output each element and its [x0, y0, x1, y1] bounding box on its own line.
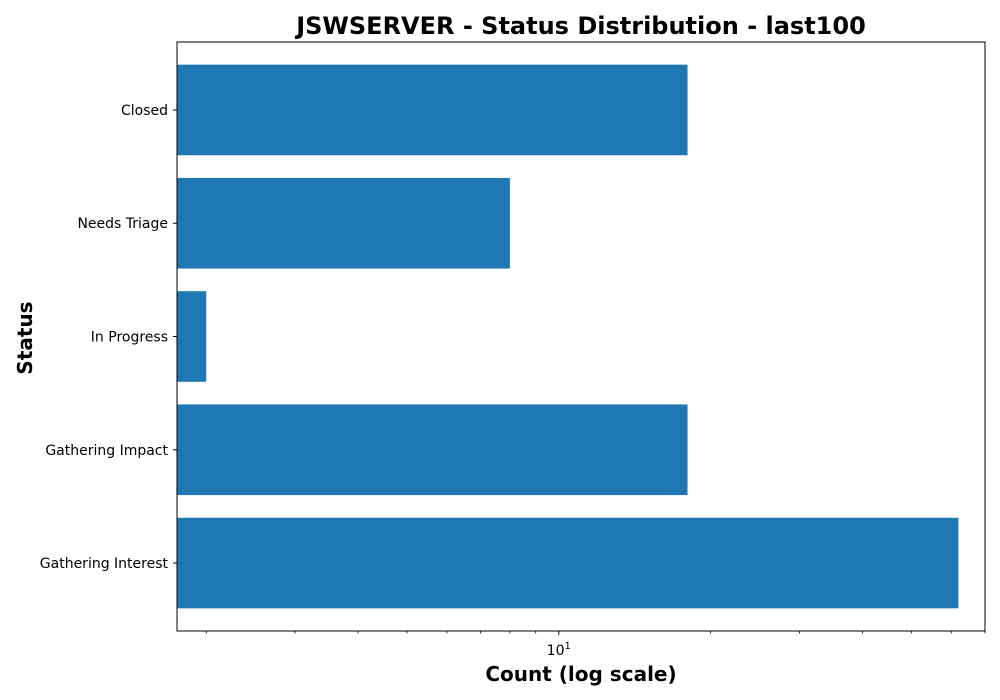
x-axis-label: Count (log scale) — [485, 662, 676, 686]
chart-title: JSWSERVER - Status Distribution - last10… — [294, 12, 866, 40]
y-tick-label: Gathering Impact — [45, 443, 168, 459]
y-axis-label: Status — [13, 301, 37, 374]
bar-gathering-impact — [177, 404, 688, 496]
bar-gathering-interest — [177, 517, 959, 609]
x-ticks-group: 101 — [205, 631, 986, 659]
y-tick-label: Closed — [121, 103, 168, 119]
y-ticks-group: Closed Needs Triage In Progress Gathering I… — [40, 103, 177, 572]
x-tick-label: 101 — [547, 641, 571, 659]
y-tick-label: In Progress — [91, 330, 168, 346]
bar-needs-triage — [177, 177, 510, 269]
bar-in-progress — [177, 291, 207, 382]
bars-group — [177, 64, 959, 609]
plot-frame — [176, 41, 986, 632]
y-tick-label: Needs Triage — [77, 216, 168, 232]
y-tick-label: Gathering Interest — [40, 556, 169, 572]
bar-closed — [177, 64, 688, 156]
